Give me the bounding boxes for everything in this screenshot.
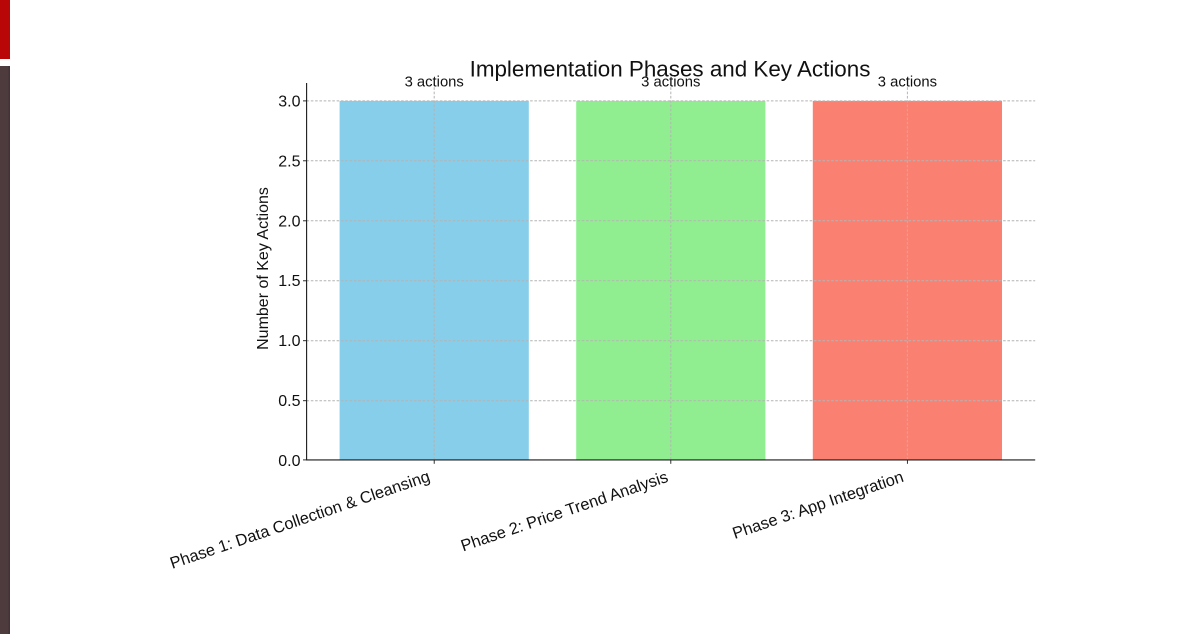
svg-text:2.0: 2.0 (278, 213, 300, 230)
svg-text:Number of Key Actions: Number of Key Actions (255, 187, 272, 350)
svg-text:Phase 1: Data Collection & Cle: Phase 1: Data Collection & Cleansing (168, 468, 433, 573)
svg-text:3 actions: 3 actions (878, 74, 937, 90)
svg-text:Phase 3: App Integration: Phase 3: App Integration (730, 468, 906, 543)
svg-text:Phase 2: Price Trend Analysis: Phase 2: Price Trend Analysis (459, 468, 671, 555)
svg-text:3 actions: 3 actions (641, 74, 700, 90)
svg-text:3.0: 3.0 (278, 94, 300, 111)
svg-text:1.5: 1.5 (278, 273, 300, 290)
svg-text:3 actions: 3 actions (405, 74, 464, 90)
svg-text:Implementation Phases and Key: Implementation Phases and Key Actions (470, 56, 871, 81)
svg-text:0.0: 0.0 (278, 453, 300, 470)
svg-text:0.5: 0.5 (278, 393, 300, 410)
svg-text:1.0: 1.0 (278, 333, 300, 350)
svg-text:2.5: 2.5 (278, 154, 300, 171)
